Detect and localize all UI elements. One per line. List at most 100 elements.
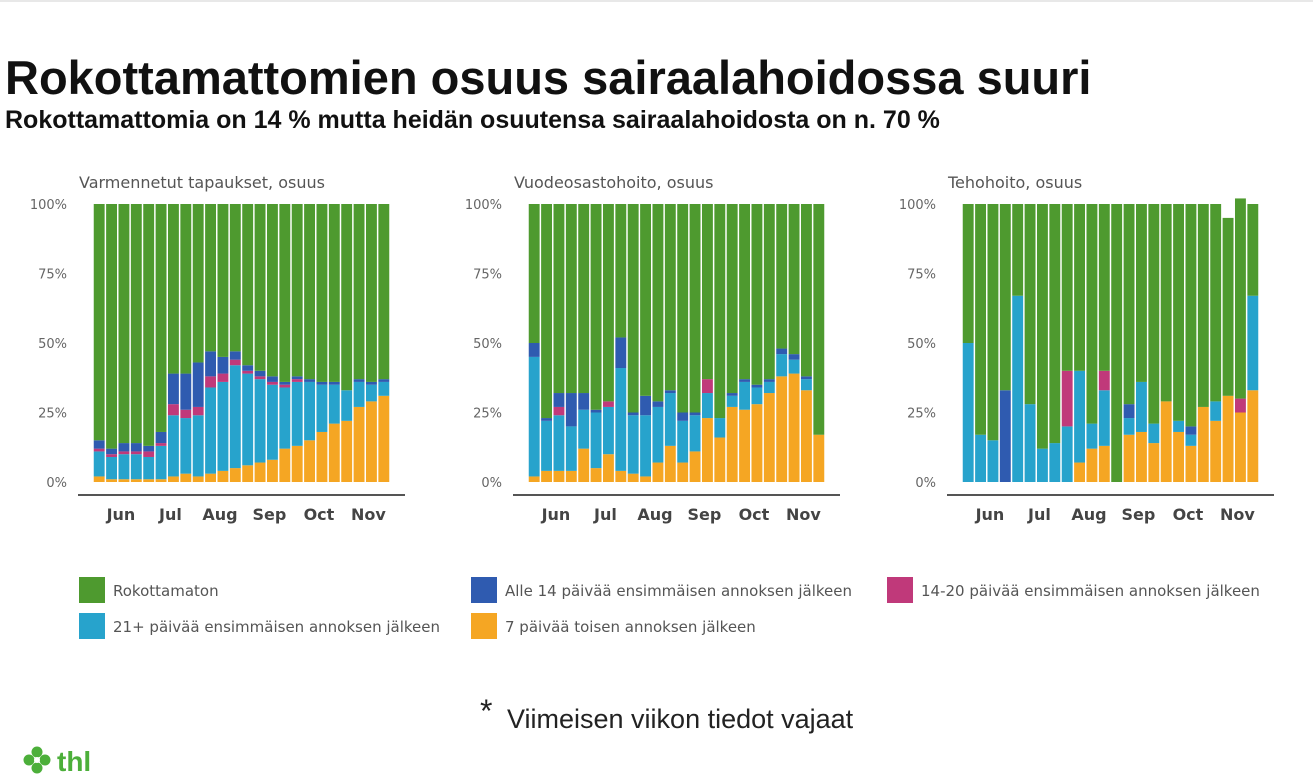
bar-segment bbox=[365, 401, 377, 482]
bar-segment bbox=[1197, 204, 1209, 407]
chart-title: Varmennetut tapaukset, osuus bbox=[79, 173, 325, 192]
bar-segment bbox=[739, 204, 751, 380]
logo-icon bbox=[23, 746, 51, 774]
bar-segment bbox=[578, 409, 590, 449]
x-tick-label: Oct bbox=[304, 505, 335, 524]
bar-segment bbox=[739, 379, 751, 382]
bar-segment bbox=[266, 204, 278, 377]
bar-segment bbox=[776, 376, 788, 482]
legend-item: 14-20 päivää ensimmäisen annoksen jälkee… bbox=[887, 577, 1260, 603]
bar-segment bbox=[541, 420, 553, 471]
bar-segment bbox=[602, 204, 614, 402]
bar-segment bbox=[1185, 445, 1197, 482]
bar-segment bbox=[205, 473, 217, 482]
bar-segment bbox=[291, 381, 303, 446]
bar-segment bbox=[602, 454, 614, 482]
bar-segment bbox=[1049, 204, 1061, 444]
legend-item: Rokottamaton bbox=[79, 577, 219, 603]
bar-segment bbox=[528, 204, 540, 343]
bar-segment bbox=[1098, 204, 1110, 371]
x-tick-label: Jun bbox=[106, 505, 136, 524]
slide-subtitle: Rokottamattomia on 14 % mutta heidän osu… bbox=[5, 106, 940, 134]
bar-segment bbox=[1222, 395, 1234, 482]
bar-segment bbox=[316, 381, 328, 385]
bar-segment bbox=[987, 204, 999, 441]
bar-segment bbox=[1098, 445, 1110, 482]
bar-segment bbox=[266, 459, 278, 482]
bar-segment bbox=[701, 418, 713, 482]
y-tick-label: 100% bbox=[899, 198, 936, 213]
bar-segment bbox=[1135, 431, 1147, 482]
bar-segment bbox=[291, 445, 303, 482]
legend-label: Rokottamaton bbox=[113, 582, 219, 600]
bar-segment bbox=[541, 204, 553, 419]
legend-item: 7 päivää toisen annoksen jälkeen bbox=[471, 613, 756, 639]
x-tick-label: Sep bbox=[253, 505, 287, 524]
bar-segment bbox=[242, 373, 254, 466]
y-tick-label: 75% bbox=[38, 268, 67, 283]
bar-segment bbox=[378, 204, 390, 380]
bar-segment bbox=[1135, 381, 1147, 432]
bar-segment bbox=[167, 404, 179, 416]
bar-segment bbox=[279, 381, 291, 385]
bar-segment bbox=[813, 434, 825, 482]
x-tick-label: Jul bbox=[1027, 505, 1051, 524]
bar-segment bbox=[378, 379, 390, 382]
bar-segment bbox=[205, 387, 217, 474]
bar-segment bbox=[279, 448, 291, 482]
bar-segment bbox=[242, 465, 254, 482]
bar-segment bbox=[763, 393, 775, 482]
bar-segment bbox=[291, 376, 303, 380]
bar-segment bbox=[800, 390, 812, 482]
bar-segment bbox=[291, 204, 303, 377]
chart-panel: Varmennetut tapaukset, osuus 0% 25% 50% 75% 1… bbox=[30, 173, 405, 524]
bar-segment bbox=[590, 412, 602, 469]
bar-segment bbox=[541, 470, 553, 482]
bar-segment bbox=[192, 362, 204, 407]
bar-segment bbox=[192, 476, 204, 482]
bar-segment bbox=[528, 476, 540, 482]
bar-segment bbox=[1012, 295, 1024, 482]
bar-segment bbox=[1234, 198, 1246, 399]
y-tick-label: 50% bbox=[907, 337, 936, 352]
bar-segment bbox=[1123, 434, 1135, 482]
bar-segment bbox=[1148, 443, 1160, 482]
bar-segment bbox=[143, 445, 155, 452]
bar-segment bbox=[763, 204, 775, 380]
x-tick-label: Sep bbox=[1122, 505, 1156, 524]
bar-segment bbox=[739, 409, 751, 482]
bar-segment bbox=[205, 376, 217, 388]
bar-segment bbox=[304, 204, 316, 380]
legend-label: 7 päivää toisen annoksen jälkeen bbox=[505, 618, 756, 636]
bar-segment bbox=[553, 470, 565, 482]
bar-segment bbox=[590, 204, 602, 410]
bar-segment bbox=[192, 204, 204, 363]
bar-segment bbox=[217, 204, 229, 357]
legend-label: 14-20 päivää ensimmäisen annoksen jälkee… bbox=[921, 582, 1260, 600]
bar-segment bbox=[1185, 434, 1197, 446]
bar-segment bbox=[341, 390, 353, 421]
bar-segment bbox=[328, 384, 340, 424]
bar-segment bbox=[1247, 295, 1259, 391]
bar-segment bbox=[1012, 204, 1024, 296]
bar-segment bbox=[229, 351, 241, 360]
legend-swatch bbox=[79, 613, 105, 639]
chart-title: Vuodeosastohoito, osuus bbox=[514, 173, 713, 192]
y-tick-label: 100% bbox=[465, 198, 502, 213]
slide-title: Rokottamattomien osuus sairaalahoidossa … bbox=[5, 51, 1092, 104]
bar-segment bbox=[553, 406, 565, 416]
bar-segment bbox=[1148, 204, 1160, 424]
bar-segment bbox=[788, 359, 800, 374]
bar-segment bbox=[1061, 426, 1073, 482]
bar-segment bbox=[180, 204, 192, 374]
y-tick-label: 25% bbox=[473, 407, 502, 422]
bar-segment bbox=[378, 381, 390, 396]
bar-segment bbox=[217, 470, 229, 482]
bar-segment bbox=[106, 204, 118, 449]
bar-segment bbox=[167, 204, 179, 374]
y-tick-label: 50% bbox=[473, 337, 502, 352]
bar-segment bbox=[242, 370, 254, 374]
bar-segment bbox=[640, 415, 652, 477]
bar-segment bbox=[192, 415, 204, 477]
